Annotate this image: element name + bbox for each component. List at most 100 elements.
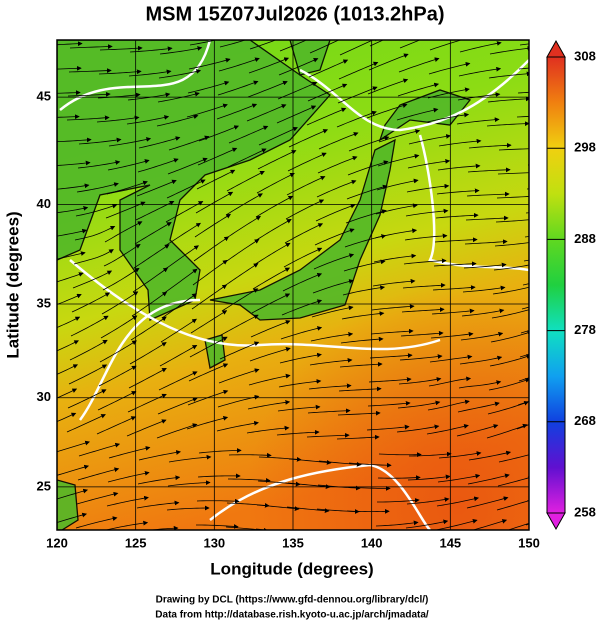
streamline: [228, 125, 269, 144]
streamline: [57, 41, 83, 47]
streamline: [193, 236, 230, 262]
streamline: [306, 432, 350, 438]
streamline: [190, 310, 228, 334]
streamline: [311, 305, 354, 318]
streamline: [71, 292, 111, 313]
streamline: [285, 199, 325, 220]
streamline: [309, 40, 340, 54]
streamline: [428, 61, 471, 75]
streamline: [436, 496, 479, 507]
streamline: [487, 96, 529, 103]
y-axis-label: Latitude (degrees): [3, 211, 22, 358]
streamline: [67, 389, 107, 409]
streamline: [518, 67, 529, 70]
streamline: [98, 69, 142, 75]
streamline: [103, 244, 141, 267]
credit: Data from http://database.rish.kyoto-u.a…: [155, 610, 429, 621]
streamline: [217, 80, 259, 96]
streamline: [431, 308, 475, 315]
streamline: [251, 293, 291, 314]
streamline: [57, 137, 92, 143]
streamline: [489, 46, 529, 55]
streamline: [307, 408, 351, 414]
streamline: [107, 159, 150, 171]
streamline: [312, 279, 354, 294]
streamline: [99, 45, 143, 51]
streamline: [456, 117, 500, 125]
streamline: [156, 114, 199, 127]
streamline: [400, 330, 444, 337]
streamline: [427, 399, 470, 411]
streamline: [168, 135, 210, 151]
streamline: [107, 470, 150, 483]
streamline: [468, 142, 512, 149]
streamline: [498, 148, 529, 151]
streamline: [318, 460, 362, 467]
streamline: [498, 454, 529, 463]
streamline: [278, 379, 322, 388]
streamline: [377, 475, 421, 480]
streamline: [195, 524, 239, 529]
streamline: [428, 376, 472, 387]
streamline: [277, 81, 318, 100]
streamline: [249, 40, 277, 50]
streamline: [57, 440, 90, 453]
map-field: [57, 40, 529, 530]
x-tick-label: 150: [518, 535, 540, 550]
streamline: [128, 368, 167, 389]
streamline: [252, 267, 291, 290]
streamline: [187, 80, 230, 94]
streamline: [375, 203, 418, 215]
streamline: [408, 451, 452, 457]
streamline: [57, 228, 88, 237]
streamline: [310, 331, 354, 342]
streamline: [57, 251, 86, 260]
streamline: [494, 242, 529, 247]
streamline: [348, 462, 392, 468]
streamline: [457, 92, 501, 101]
streamline: [460, 331, 504, 341]
streamline: [216, 103, 258, 120]
streamline: [398, 57, 440, 73]
streamline: [458, 380, 502, 389]
streamline: [76, 182, 119, 193]
streamline: [436, 188, 480, 195]
x-tick-label: 145: [439, 535, 461, 550]
streamline: [371, 304, 415, 311]
streamline: [160, 318, 197, 343]
streamline: [57, 412, 77, 423]
streamline: [227, 148, 267, 168]
streamline: [518, 377, 529, 382]
streamline: [438, 138, 482, 147]
streamline: [138, 450, 181, 461]
streamline: [490, 330, 529, 343]
streamline: [57, 488, 89, 500]
streamline: [402, 282, 446, 289]
streamline: [72, 270, 113, 289]
streamline: [75, 203, 118, 217]
streamline: [346, 184, 388, 200]
colorbar: [546, 56, 566, 514]
streamline: [74, 225, 116, 241]
streamline: [366, 424, 410, 431]
streamline: [133, 244, 170, 269]
streamline: [57, 293, 82, 305]
y-tick-label: 35: [37, 295, 51, 310]
streamline: [407, 158, 451, 169]
streamline: [437, 473, 481, 483]
streamline: [198, 125, 239, 142]
streamline: [495, 219, 529, 223]
streamline: [372, 278, 416, 287]
streamline: [517, 91, 529, 94]
streamline: [246, 425, 290, 434]
streamline: [280, 326, 323, 340]
streamline: [158, 371, 198, 391]
streamline: [486, 423, 528, 439]
colorbar-extend: [546, 512, 566, 531]
x-tick-label: 125: [125, 535, 147, 550]
streamline: [130, 316, 167, 341]
streamline: [134, 222, 172, 245]
streamline: [97, 391, 137, 411]
streamline: [129, 46, 173, 53]
streamline: [249, 347, 291, 362]
